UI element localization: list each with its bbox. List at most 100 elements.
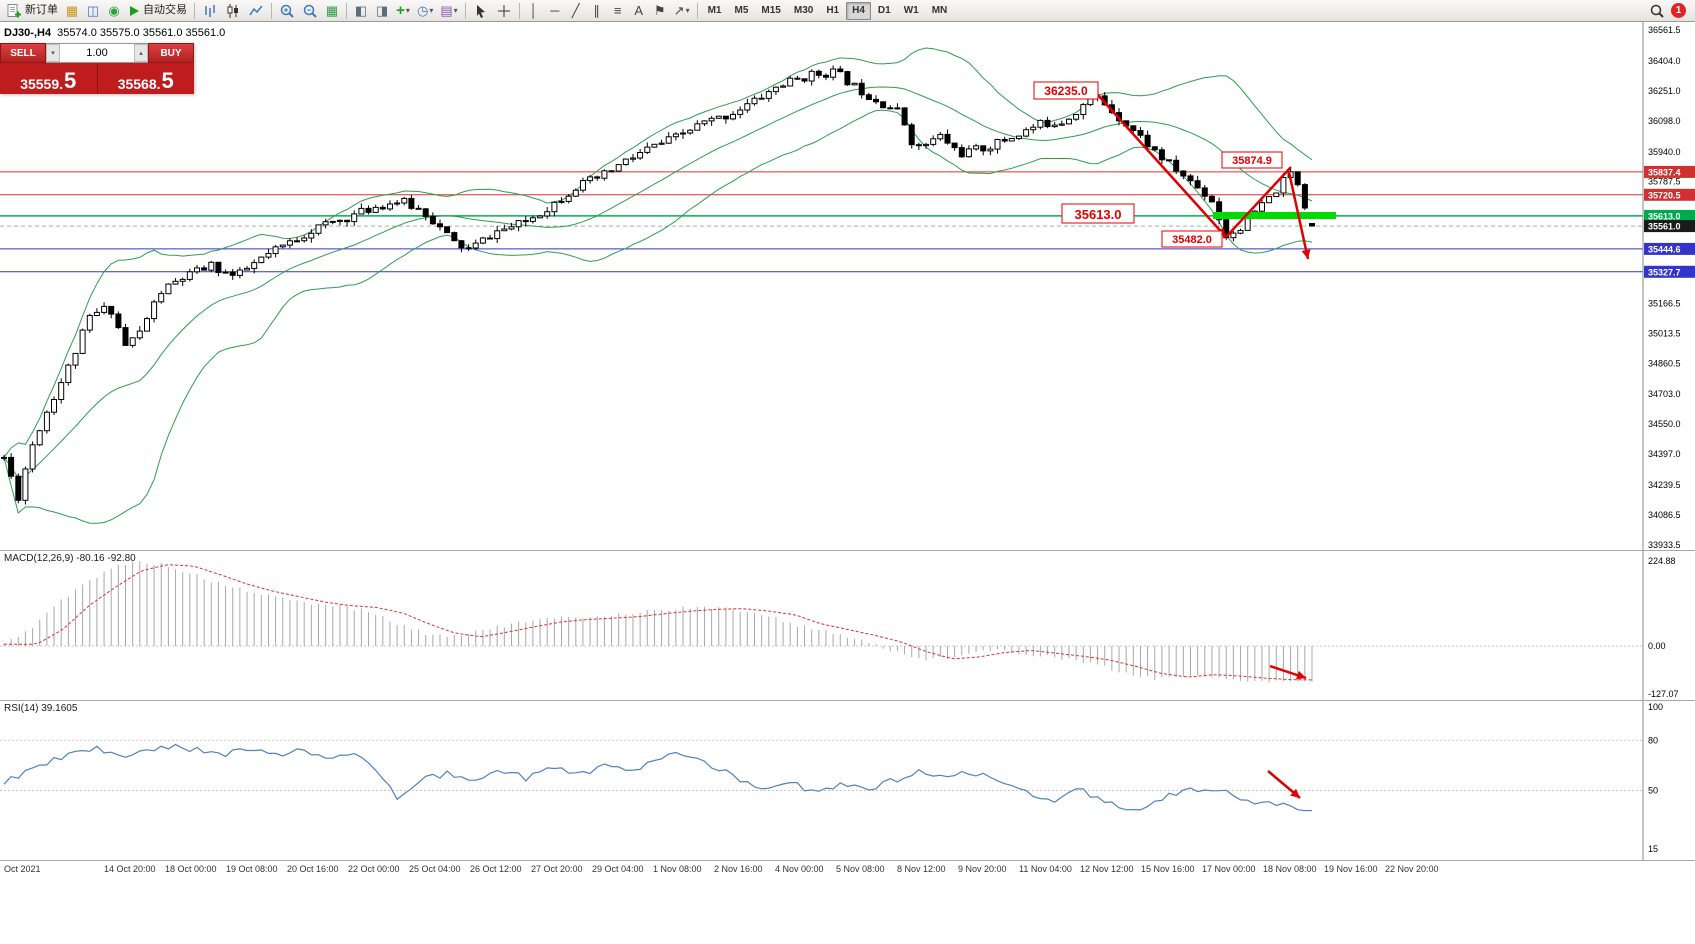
timeframe-m1-button[interactable]: M1: [707, 5, 722, 16]
bollinger-bands: [3, 47, 1313, 524]
price-tag: [1644, 242, 1695, 255]
time-label: 8 Nov 12:00: [897, 864, 946, 874]
time-axis[interactable]: Oct 2021 14 Oct 20:00 18 Oct 00:00 19 Oct 0…: [0, 860, 1695, 944]
macd-panel: 224.88 0.00 -127.07 MACD(12,26,9) -80.16 -…: [0, 550, 1695, 701]
sell-price[interactable]: 35559. 5: [0, 63, 98, 94]
price-chart[interactable]: 36235.0 35874.9 35613.0 35482.0 36561.5 36404…: [0, 22, 1695, 550]
timeframe-m5-button[interactable]: M5: [734, 5, 749, 16]
time-label: 2 Nov 16:00: [714, 864, 763, 874]
macd-axis: 224.88 0.00 -127.07: [1642, 551, 1679, 701]
time-label: 12 Nov 12:00: [1080, 864, 1134, 874]
buy-button[interactable]: BUY: [148, 43, 194, 63]
crosshair-icon[interactable]: [493, 1, 515, 21]
horizontal-line-icon[interactable]: ─: [550, 3, 560, 18]
zoom-out-icon: [302, 3, 318, 19]
buy-price[interactable]: 35568. 5: [97, 63, 194, 94]
volume-increase-button[interactable]: ▴: [134, 44, 148, 62]
timeframe-m15-button[interactable]: M15: [761, 5, 781, 16]
svg-text:35482.0: 35482.0: [1172, 234, 1212, 246]
time-label: 11 Nov 04:00: [1019, 864, 1072, 874]
zoom-in-icon[interactable]: [276, 1, 298, 21]
svg-text:36098.0: 36098.0: [1648, 116, 1681, 126]
horizontal-level-lines: [0, 171, 1643, 273]
data-window-icon[interactable]: ◉: [108, 3, 120, 18]
volume-decrease-button[interactable]: ▾: [46, 44, 60, 62]
add-indicator-dropdown[interactable]: + ▾: [396, 2, 410, 19]
time-label: 22 Oct 00:00: [348, 864, 400, 874]
svg-text:34239.5: 34239.5: [1648, 480, 1681, 490]
cursor-icon: [473, 3, 489, 19]
timeframe-m30-button[interactable]: M30: [793, 5, 814, 16]
rsi-chart[interactable]: 100 80 50 15: [0, 701, 1695, 861]
toolbar: 新订单 ▦ ◫ ◉ 自动交易 ▦ ◧ ◨ + ▾ ◷ ▾ ▤ ▾ │ ─ ╱ ∥ ≡ A ⚑ ↗ ▾ M1 M5 M15 M30 H1…: [0, 0, 1695, 22]
rsi-panel: 100 80 50 15 RSI(14) 39.1605: [0, 700, 1695, 861]
time-label: 9 Nov 20:00: [958, 864, 1007, 874]
svg-text:80: 80: [1648, 735, 1658, 745]
indicators-window-icon[interactable]: ▦: [325, 3, 339, 18]
volume-input[interactable]: [60, 44, 134, 62]
timeframe-d1-button[interactable]: D1: [877, 5, 891, 16]
candles-layer: [1, 65, 1315, 505]
time-label: 15 Nov 16:00: [1141, 864, 1195, 874]
tile-windows-icon[interactable]: ◧: [354, 3, 368, 18]
template-dropdown[interactable]: ▤ ▾: [440, 3, 458, 18]
period-dropdown[interactable]: ◷ ▾: [417, 3, 434, 18]
macd-histogram: [3, 561, 1313, 683]
buy-price-main: 35568.: [117, 76, 161, 92]
zoom-out-icon[interactable]: [299, 1, 321, 21]
timeframe-mn-button[interactable]: MN: [931, 5, 948, 16]
macd-label: MACD(12,26,9) -80.16 -92.80: [4, 553, 136, 564]
cursor-icon[interactable]: [470, 1, 492, 21]
main-chart-panel: 36235.0 35874.9 35613.0 35482.0 36561.5 36404…: [0, 22, 1695, 550]
rsi-arrow: [1267, 770, 1301, 799]
time-label: 18 Oct 00:00: [165, 864, 217, 874]
svg-text:33933.5: 33933.5: [1648, 540, 1681, 550]
profiles-icon[interactable]: ◫: [86, 3, 100, 18]
auto-trading-button[interactable]: 自动交易: [125, 1, 190, 21]
sell-price-big: 5: [64, 68, 77, 94]
candlestick-chart-icon: [225, 3, 241, 19]
fibonacci-icon[interactable]: ≡: [613, 3, 622, 18]
svg-text:35613.0: 35613.0: [1648, 211, 1681, 221]
price-tag: [1644, 220, 1695, 233]
timeframe-h1-button[interactable]: H1: [826, 5, 840, 16]
price-tag: [1644, 188, 1695, 201]
new-order-button[interactable]: 新订单: [3, 1, 61, 21]
cascade-windows-icon[interactable]: ◨: [375, 3, 389, 18]
label-icon[interactable]: ⚑: [653, 3, 666, 18]
svg-text:50: 50: [1648, 786, 1658, 796]
svg-text:35874.9: 35874.9: [1232, 155, 1272, 167]
toolbar-separator: [464, 2, 466, 19]
vertical-line-icon[interactable]: │: [529, 3, 538, 18]
svg-text:35166.5: 35166.5: [1648, 298, 1681, 308]
rsi-axis: 100 80 50 15: [1642, 701, 1663, 861]
charts-window-icon[interactable]: ▦: [65, 3, 79, 18]
candlestick-chart-icon[interactable]: [222, 1, 244, 21]
time-label: 20 Oct 16:00: [287, 864, 339, 874]
line-chart-icon[interactable]: [245, 1, 267, 21]
svg-text:0.00: 0.00: [1648, 641, 1666, 651]
svg-text:36235.0: 36235.0: [1044, 84, 1088, 98]
price-tag: [1644, 209, 1695, 222]
play-icon: [128, 5, 140, 17]
timeframe-h4-button[interactable]: H4: [846, 1, 871, 20]
notification-badge[interactable]: 1: [1671, 3, 1686, 18]
trendline-icon[interactable]: ╱: [571, 3, 580, 18]
channel-icon[interactable]: ∥: [593, 3, 600, 18]
time-label: 25 Oct 04:00: [409, 864, 461, 874]
svg-text:35837.4: 35837.4: [1648, 167, 1681, 177]
search-icon[interactable]: [1646, 1, 1668, 21]
svg-text:224.88: 224.88: [1648, 556, 1676, 566]
time-label: 5 Nov 08:00: [836, 864, 885, 874]
time-label: 29 Oct 04:00: [592, 864, 644, 874]
macd-chart[interactable]: 224.88 0.00 -127.07: [0, 551, 1695, 701]
one-click-trading-panel: SELL ▾ ▴ BUY 35559.5 35568.5: [0, 43, 194, 94]
timeframe-w1-button[interactable]: W1: [903, 5, 919, 16]
bar-chart-icon[interactable]: [199, 1, 221, 21]
time-label: 19 Nov 16:00: [1324, 864, 1378, 874]
arrows-dropdown[interactable]: ↗ ▾: [673, 3, 690, 18]
symbol-name: DJ30-,H4: [4, 27, 52, 39]
ohlc-values: 35574.0 35575.0 35561.0 35561.0: [57, 27, 226, 39]
text-icon[interactable]: A: [634, 3, 643, 18]
sell-button[interactable]: SELL: [0, 43, 46, 63]
